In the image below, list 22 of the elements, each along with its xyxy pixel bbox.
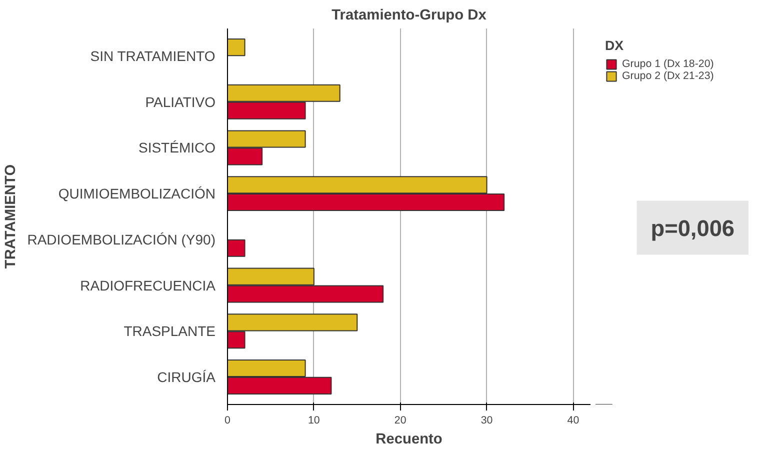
x-tick-label: 30 xyxy=(480,414,493,426)
y-axis-title: TRATAMIENTO xyxy=(3,164,20,269)
y-tick-label: PALIATIVO xyxy=(145,94,216,110)
y-tick-label: CIRUGÍA xyxy=(157,368,216,385)
x-tick-label: 10 xyxy=(308,414,320,426)
bar xyxy=(228,239,246,257)
legend-title: DX xyxy=(605,38,625,53)
bar xyxy=(228,38,246,56)
x-tick-label: 20 xyxy=(394,414,406,426)
text: p=0,006 xyxy=(650,214,735,241)
x-tick-label: 0 xyxy=(224,414,231,426)
legend-label: Grupo 2 (Dx 21-23) xyxy=(622,70,714,82)
y-tick-label: RADIOFRECUENCIA xyxy=(80,277,216,294)
y-tick-label: TRASPLANTE xyxy=(124,323,216,340)
y-tick-label: RADIOEMBOLIZACIÓN (Y90) xyxy=(27,231,216,248)
chart-title: Tratamiento-Grupo Dx xyxy=(332,8,488,24)
y-tick-label: SIN TRATAMIENTO xyxy=(90,48,216,64)
y-tick-label: SISTÉMICO xyxy=(138,140,216,156)
x-axis-title: Recuento xyxy=(376,432,442,448)
x-tick-label: 40 xyxy=(567,414,580,426)
legend-label: Grupo 1 (Dx 18-20) xyxy=(622,58,714,70)
y-tick-label: QUIMIOEMBOLIZACIÓN xyxy=(58,186,216,202)
